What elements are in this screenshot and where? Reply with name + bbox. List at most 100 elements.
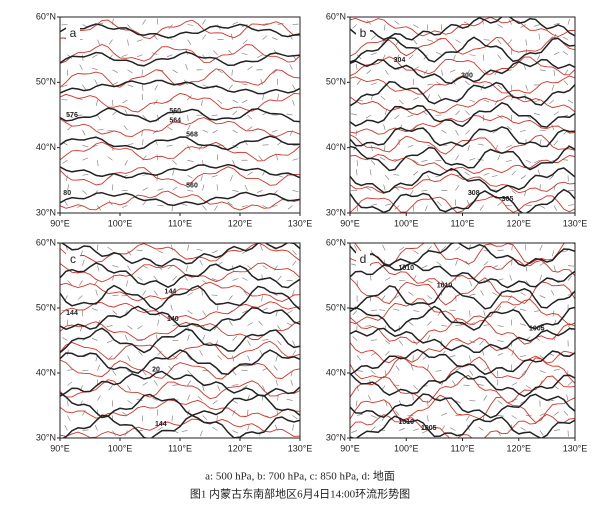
wind-barb <box>167 145 173 146</box>
wind-barb <box>125 160 128 165</box>
wind-barb <box>182 431 188 432</box>
wind-barb <box>188 381 191 386</box>
wind-barb <box>291 380 293 386</box>
wind-barb <box>351 114 357 115</box>
wind-barb <box>113 371 117 376</box>
wind-barb <box>154 291 157 296</box>
wind-barb <box>465 81 469 85</box>
wind-barb <box>122 205 128 207</box>
wind-barb <box>371 204 377 205</box>
wind-barb <box>568 100 573 103</box>
x-tick-label: 110°E <box>451 218 475 228</box>
wind-barb <box>380 157 385 160</box>
wind-barb <box>171 305 173 311</box>
x-tick-label: 90°E <box>340 443 360 453</box>
wind-barb <box>437 262 442 266</box>
wind-barb <box>554 70 555 76</box>
wind-barb <box>371 53 377 55</box>
y-tick-label: 30°N <box>326 432 346 442</box>
wind-barb <box>188 25 194 26</box>
wind-barb <box>109 386 113 391</box>
contour-line <box>60 393 300 418</box>
wind-barb <box>64 200 67 205</box>
wind-barb <box>384 145 385 151</box>
wind-barb <box>498 353 504 355</box>
wind-barb <box>143 266 148 269</box>
wind-barb <box>427 335 430 340</box>
wind-barb <box>356 64 357 70</box>
contour-label: 144 <box>155 421 167 428</box>
wind-barb <box>233 431 238 434</box>
wind-barb <box>173 160 177 164</box>
wind-barb <box>218 386 221 391</box>
wind-barb <box>212 427 217 430</box>
wind-barb <box>484 173 490 175</box>
contour-label: 560 <box>169 108 181 115</box>
wind-barb <box>182 204 188 205</box>
wind-barb <box>526 85 528 91</box>
wind-barb <box>272 130 278 132</box>
wind-barb <box>231 175 233 181</box>
wind-barb <box>218 356 222 360</box>
wind-barb <box>427 401 428 407</box>
wind-barb <box>171 245 172 251</box>
wind-barb <box>173 170 175 176</box>
wind-barb <box>427 281 432 283</box>
x-tick-label: 120°E <box>228 443 253 453</box>
wind-barb <box>232 70 233 76</box>
wind-barb <box>484 100 490 102</box>
wind-barb <box>395 21 400 25</box>
wind-barb <box>243 40 247 44</box>
wind-barb <box>554 412 559 416</box>
wind-barb <box>453 55 455 61</box>
contour-line <box>60 371 300 396</box>
wind-barb <box>278 276 282 281</box>
wind-barb <box>98 40 100 46</box>
wind-barb <box>233 190 239 191</box>
map-content <box>350 16 575 215</box>
contour-line <box>350 299 575 325</box>
wind-barb <box>357 371 363 372</box>
wind-barb <box>370 169 371 175</box>
wind-barb <box>96 100 97 106</box>
wind-barb <box>83 145 89 147</box>
wind-barb <box>371 371 375 375</box>
wind-barb <box>540 139 541 145</box>
wind-barb <box>233 371 237 376</box>
wind-barb <box>498 85 503 89</box>
wind-barb <box>98 365 100 371</box>
wind-barb <box>450 356 456 358</box>
contour-line <box>60 282 300 301</box>
wind-barb <box>385 277 390 280</box>
wind-barb <box>92 338 98 340</box>
wind-barb <box>98 115 101 120</box>
wind-barb <box>399 341 403 346</box>
wind-barb <box>98 160 99 166</box>
contour-line <box>60 136 300 149</box>
wind-barb <box>158 320 159 326</box>
wind-barb <box>108 247 113 250</box>
wind-barb <box>188 125 191 130</box>
wind-barb <box>293 416 298 419</box>
wind-barb <box>484 325 490 326</box>
wind-barb <box>263 94 264 100</box>
wind-barb <box>465 111 469 115</box>
wind-barb <box>470 294 476 295</box>
wind-barb <box>95 425 97 431</box>
wind-barb <box>173 276 177 280</box>
wind-barb <box>520 356 526 357</box>
contour-label: 140 <box>167 316 179 323</box>
wind-barb <box>437 201 441 205</box>
wind-barb <box>455 130 458 135</box>
wind-barb <box>563 37 568 40</box>
wind-barb <box>203 205 207 210</box>
wind-barb <box>568 381 572 385</box>
wind-barb <box>371 340 377 341</box>
wind-barb <box>248 341 251 346</box>
contour-label: 80 <box>63 190 71 197</box>
map-panel: d1010101010051010100560°N50°N40°N30°N90°… <box>326 237 587 453</box>
wind-barb <box>218 100 223 104</box>
wind-barb <box>156 335 157 341</box>
wind-barb <box>353 336 357 340</box>
wind-barb <box>450 70 455 72</box>
